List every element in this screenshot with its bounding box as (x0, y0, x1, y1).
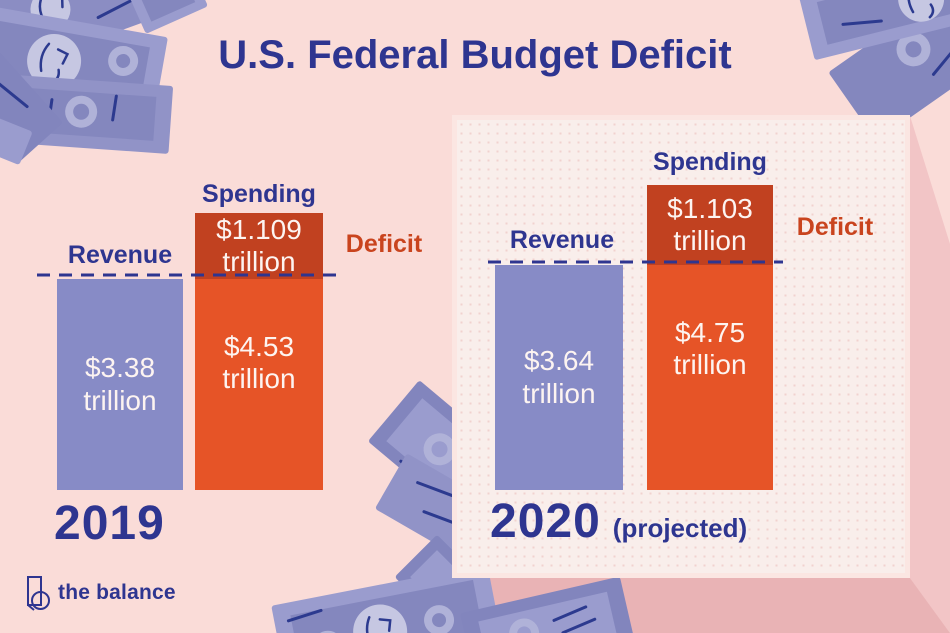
revenue-bar-2019: $3.38 trillion (57, 279, 183, 490)
the-balance-logo-icon (27, 576, 50, 611)
dollar-bill-pile-top-left-icon (0, 0, 208, 165)
revenue-dashed-line-2019 (37, 273, 337, 277)
spending-label-2019: Spending (202, 180, 316, 208)
spending-value-2020: $4.75 trillion (673, 317, 747, 381)
spending-label-2020: Spending (653, 148, 767, 176)
deficit-label-2020: Deficit (796, 213, 874, 241)
revenue-dashed-line-2020 (488, 260, 783, 264)
dollar-bill-pile-bottom-icon (271, 535, 636, 633)
revenue-label-2020: Revenue (509, 226, 615, 254)
brand-logo: the balance (26, 574, 176, 612)
deficit-segment-2020: $1.103 trillion (647, 185, 773, 265)
year-label-2019: 2019 (54, 497, 165, 550)
brand-name: the balance (58, 581, 176, 604)
revenue-label-2019: Revenue (67, 241, 173, 269)
dollar-bill-pile-top-right-icon (799, 0, 950, 140)
revenue-value-2019: $3.38 trillion (83, 352, 157, 416)
year-label-2020: 2020 (projected) (490, 495, 748, 548)
page-title: U.S. Federal Budget Deficit (218, 33, 732, 77)
spending-value-2019: $4.53 trillion (222, 331, 296, 395)
revenue-bar-2020: $3.64 trillion (495, 265, 623, 490)
spending-bar-2020: $1.103 trillion $4.75 trillion (647, 185, 773, 490)
deficit-label-2019: Deficit (345, 230, 423, 258)
spending-bar-2019: $1.109 trillion $4.53 trillion (195, 213, 323, 490)
deficit-segment-2019: $1.109 trillion (195, 213, 323, 279)
revenue-value-2020: $3.64 trillion (522, 345, 596, 409)
